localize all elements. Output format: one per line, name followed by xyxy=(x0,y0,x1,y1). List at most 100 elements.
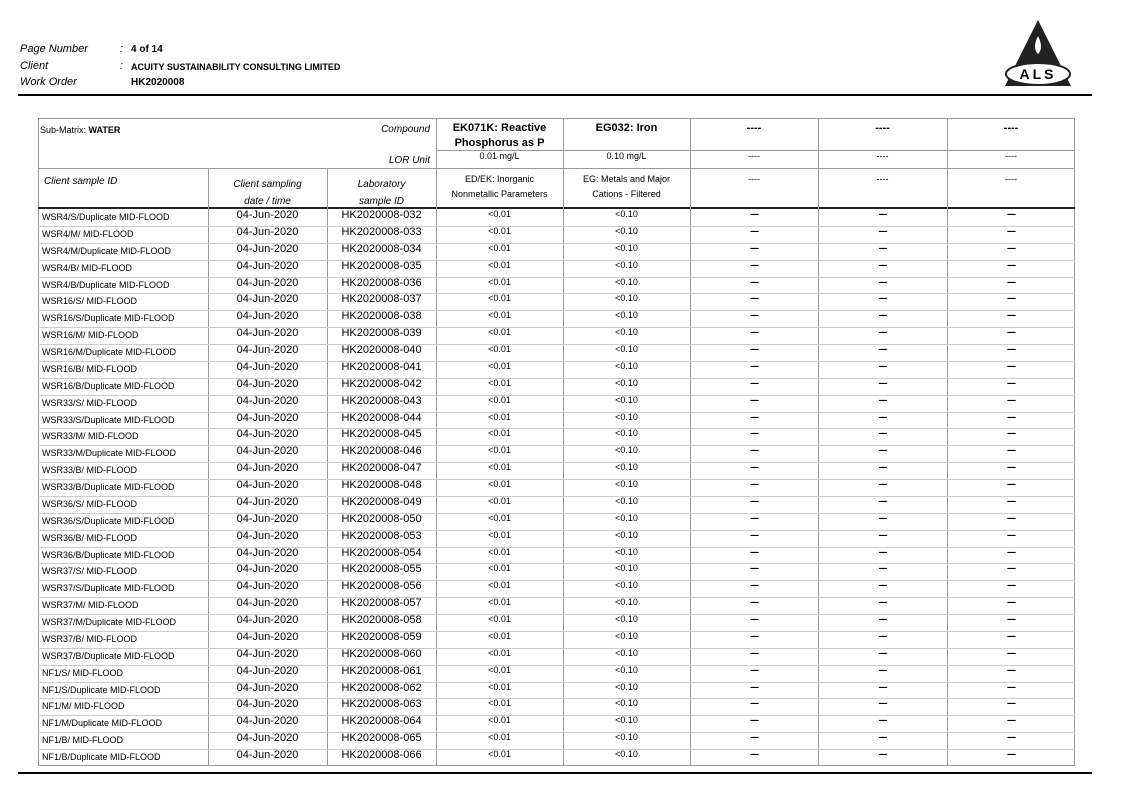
column-header: Client sample ID xyxy=(44,176,118,187)
sample-id: WSR33/S/ MID-FLOOD xyxy=(42,397,138,408)
lab-sample-id: HK2020008-044 xyxy=(341,411,422,424)
sampling-date: 04-Jun-2020 xyxy=(236,479,299,492)
result: ---- xyxy=(750,715,759,726)
result: <0.01 xyxy=(488,580,511,591)
result: ---- xyxy=(878,428,888,439)
method: ED/EK: Inorganic Nonmetallic Parameters xyxy=(451,174,548,199)
result: ---- xyxy=(1007,293,1016,304)
sampling-date: 04-Jun-2020 xyxy=(236,563,299,576)
border xyxy=(436,118,437,766)
result: <0.01 xyxy=(488,698,511,709)
result: ---- xyxy=(878,327,888,338)
result: ---- xyxy=(1007,310,1016,321)
work-order: HK2020008 xyxy=(131,77,185,88)
compound: ---- xyxy=(1003,122,1019,134)
result: ---- xyxy=(1007,580,1016,591)
result: ---- xyxy=(878,563,888,574)
result: ---- xyxy=(878,749,888,760)
result: <0.10 xyxy=(615,360,638,371)
compound: EK071K: Reactive Phosphorus as P xyxy=(452,122,547,149)
result: <0.01 xyxy=(488,242,511,253)
result: ---- xyxy=(1007,749,1016,760)
sample-id: WSR37/B/ MID-FLOOD xyxy=(42,633,138,644)
row-line xyxy=(38,310,1075,312)
row-line xyxy=(38,647,1075,649)
result: ---- xyxy=(1007,394,1016,405)
border xyxy=(208,168,209,766)
lab-sample-id: HK2020008-048 xyxy=(341,479,422,492)
result: ---- xyxy=(878,310,888,321)
result: ---- xyxy=(1007,529,1016,540)
result: <0.10 xyxy=(615,715,638,726)
result: ---- xyxy=(878,580,888,591)
lab-sample-id: HK2020008-059 xyxy=(341,630,422,643)
result: <0.10 xyxy=(615,293,638,304)
result: <0.10 xyxy=(615,647,638,658)
result: ---- xyxy=(878,546,888,557)
result: ---- xyxy=(750,344,759,355)
result: <0.10 xyxy=(615,242,638,253)
row-line xyxy=(38,360,1075,362)
result: ---- xyxy=(750,732,759,743)
row-line xyxy=(38,293,1075,295)
result: ---- xyxy=(750,276,759,287)
lab-sample-id: HK2020008-060 xyxy=(341,647,422,660)
result: ---- xyxy=(1007,462,1016,473)
result: <0.01 xyxy=(488,411,511,422)
sampling-date: 04-Jun-2020 xyxy=(236,597,299,610)
result: ---- xyxy=(878,732,888,743)
result: <0.01 xyxy=(488,462,511,473)
row-line xyxy=(38,681,1075,683)
result: ---- xyxy=(878,647,888,658)
result: ---- xyxy=(750,664,759,675)
result: ---- xyxy=(750,647,759,658)
result: <0.10 xyxy=(615,630,638,641)
compound: EG032: Iron xyxy=(595,122,658,134)
sample-id: WSR16/M/ MID-FLOOD xyxy=(42,330,139,341)
result: <0.01 xyxy=(488,681,511,692)
sampling-date: 04-Jun-2020 xyxy=(236,630,299,643)
lab-sample-id: HK2020008-055 xyxy=(341,563,422,576)
rule xyxy=(18,772,1092,774)
result: ---- xyxy=(878,411,888,422)
sample-id: WSR37/S/Duplicate MID-FLOOD xyxy=(42,583,175,594)
result: <0.10 xyxy=(615,512,638,523)
sampling-date: 04-Jun-2020 xyxy=(236,428,299,441)
row-line xyxy=(38,715,1075,717)
lab-sample-id: HK2020008-058 xyxy=(341,614,422,627)
border xyxy=(38,207,1075,209)
result: ---- xyxy=(750,411,759,422)
result: <0.01 xyxy=(488,529,511,540)
result: <0.01 xyxy=(488,563,511,574)
sampling-date: 04-Jun-2020 xyxy=(236,377,299,390)
result: ---- xyxy=(1007,681,1016,692)
lab-sample-id: HK2020008-046 xyxy=(341,445,422,458)
result: <0.01 xyxy=(488,715,511,726)
result: ---- xyxy=(1007,209,1016,219)
row-line xyxy=(38,698,1075,700)
result: ---- xyxy=(750,259,759,270)
client: ACUITY SUSTAINABILITY CONSULTING LIMITED xyxy=(131,62,341,72)
result: <0.01 xyxy=(488,664,511,675)
result: ---- xyxy=(878,479,888,490)
row-line xyxy=(38,546,1075,548)
sub-matrix-label: Sub-Matrix: xyxy=(40,125,87,135)
row-line xyxy=(38,428,1075,430)
result: ---- xyxy=(878,242,888,253)
sample-id: WSR37/S/ MID-FLOOD xyxy=(42,566,138,577)
lab-sample-id: HK2020008-032 xyxy=(341,209,422,221)
row-line xyxy=(38,259,1075,261)
result: ---- xyxy=(878,614,888,625)
result: <0.01 xyxy=(488,428,511,439)
page-number: 4 of 14 xyxy=(131,44,163,55)
result: ---- xyxy=(878,462,888,473)
sample-id: WSR33/M/Duplicate MID-FLOOD xyxy=(42,448,177,459)
result: ---- xyxy=(750,512,759,523)
separator: : xyxy=(120,60,124,72)
result: ---- xyxy=(878,715,888,726)
row-line xyxy=(38,377,1075,379)
lab-sample-id: HK2020008-038 xyxy=(341,310,422,323)
result: ---- xyxy=(1007,630,1016,641)
result: ---- xyxy=(878,630,888,641)
result: <0.10 xyxy=(615,495,638,506)
